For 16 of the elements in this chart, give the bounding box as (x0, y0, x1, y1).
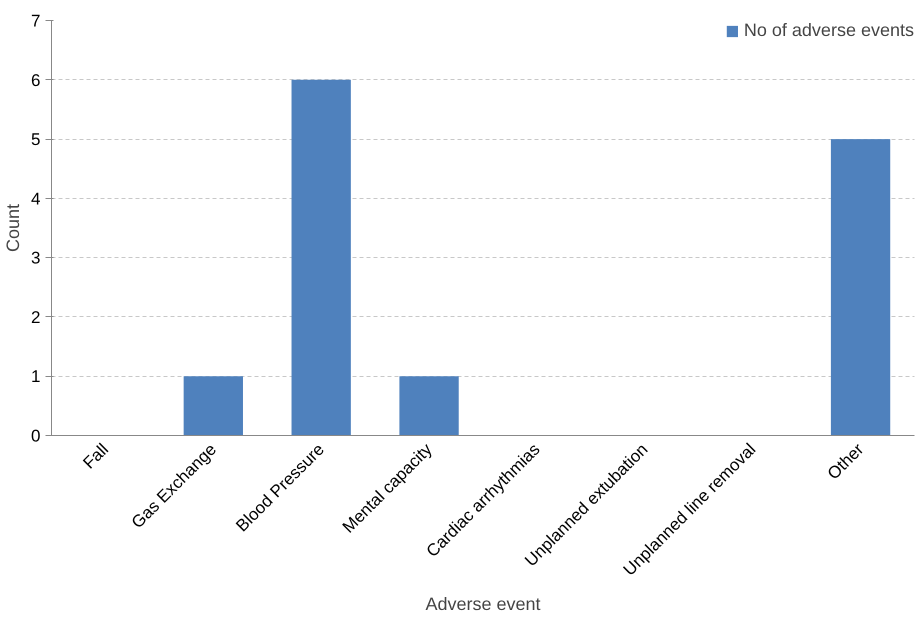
y-tick-label: 0 (31, 426, 41, 446)
x-axis-title: Adverse event (425, 594, 541, 614)
y-tick-label: 7 (31, 12, 41, 30)
y-tick-label: 3 (31, 248, 41, 268)
y-tick-label: 4 (31, 189, 41, 208)
y-tick-label: 1 (31, 367, 41, 386)
x-tick-label: Fall (79, 440, 112, 473)
bar (292, 80, 351, 436)
y-tick-label: 6 (31, 70, 41, 90)
y-axis-title: Count (3, 204, 24, 252)
legend-label: No of adverse events (744, 20, 914, 41)
bar (184, 376, 243, 436)
y-tick-label: 5 (31, 130, 41, 150)
bar (830, 139, 890, 436)
y-tick-label: 2 (31, 308, 41, 327)
bar (399, 376, 459, 436)
